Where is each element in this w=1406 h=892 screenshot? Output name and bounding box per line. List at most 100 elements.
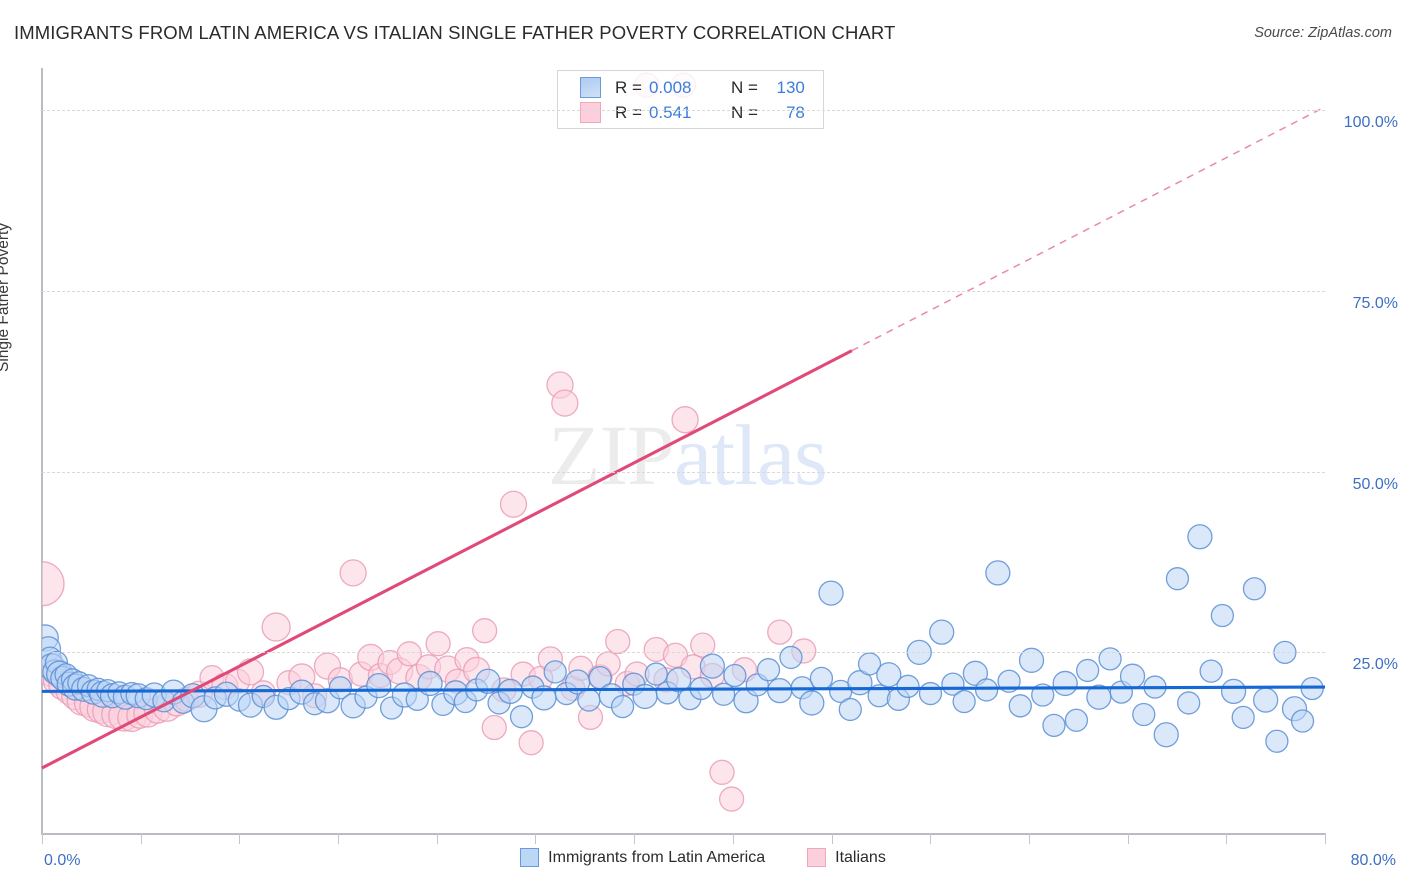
stats-r-value-pink: 0.541 bbox=[648, 102, 692, 122]
x-axis-tick bbox=[239, 833, 241, 844]
scatter-point bbox=[699, 653, 726, 679]
legend-swatch-immigrants bbox=[520, 848, 540, 867]
scatter-point bbox=[1132, 702, 1156, 727]
scatter-point bbox=[499, 490, 528, 518]
scatter-point bbox=[328, 676, 352, 700]
scatter-point bbox=[475, 668, 501, 694]
series-legend: Immigrants from Latin America Italians bbox=[0, 848, 1406, 867]
stats-row-blue: R = 0.008 N = 130 bbox=[558, 75, 823, 100]
scatter-point bbox=[577, 688, 601, 712]
scatter-point bbox=[666, 667, 692, 693]
scatter-point bbox=[1075, 658, 1100, 683]
scatter-point bbox=[644, 662, 668, 686]
scatter-point bbox=[1018, 647, 1045, 673]
scatter-point bbox=[1290, 709, 1315, 733]
scatter-point bbox=[918, 681, 943, 706]
stats-swatch-pink bbox=[580, 102, 601, 123]
y-axis-tick-label: 50.0% bbox=[1352, 475, 1398, 493]
scatter-point bbox=[366, 672, 392, 699]
stats-r-label-pink: R = bbox=[615, 102, 642, 122]
gridline bbox=[42, 471, 1325, 473]
stats-n-value-pink: 78 bbox=[785, 102, 805, 122]
scatter-point bbox=[985, 560, 1011, 586]
scatter-point bbox=[42, 561, 65, 607]
scatter-point bbox=[497, 678, 523, 705]
x-axis-tick bbox=[436, 833, 438, 844]
scatter-point bbox=[767, 678, 793, 704]
legend-label-italians: Italians bbox=[835, 848, 886, 866]
scatter-point bbox=[876, 662, 902, 688]
x-axis-line bbox=[41, 833, 1326, 835]
x-axis-tick bbox=[140, 833, 142, 844]
scatter-point bbox=[509, 705, 534, 729]
y-axis-tick-label: 100.0% bbox=[1343, 114, 1398, 132]
x-axis-tick bbox=[732, 833, 734, 844]
trend-line-dashed bbox=[851, 106, 1326, 352]
scatter-point bbox=[551, 389, 579, 417]
trend-line-solid bbox=[41, 685, 1326, 693]
x-axis-max-label: 80.0% bbox=[1350, 852, 1396, 869]
x-axis-tick bbox=[1325, 833, 1326, 844]
page-title: IMMIGRANTS FROM LATIN AMERICA VS ITALIAN… bbox=[14, 22, 896, 43]
source-label: Source: ZipAtlas.com bbox=[1254, 25, 1392, 41]
x-axis-tick bbox=[535, 833, 537, 844]
scatter-point bbox=[1199, 659, 1223, 683]
scatter-point bbox=[543, 660, 567, 684]
stats-r-label-blue: R = bbox=[615, 77, 642, 97]
legend-item-immigrants[interactable]: Immigrants from Latin America bbox=[520, 848, 765, 867]
scatter-point bbox=[1265, 729, 1289, 753]
scatter-point bbox=[1165, 567, 1190, 591]
stats-r-value-blue: 0.008 bbox=[648, 77, 692, 97]
scatter-point bbox=[405, 687, 429, 711]
legend-swatch-italians bbox=[807, 848, 827, 867]
legend-label-immigrants: Immigrants from Latin America bbox=[548, 848, 766, 866]
x-axis-tick bbox=[1028, 833, 1030, 844]
scatter-point bbox=[662, 642, 689, 668]
x-axis-min-label: 0.0% bbox=[44, 852, 81, 869]
scatter-points-group bbox=[42, 72, 1324, 812]
scatter-point bbox=[1220, 678, 1247, 705]
scatter-point bbox=[1253, 687, 1279, 713]
scatter-point bbox=[471, 618, 498, 644]
scatter-point bbox=[1210, 603, 1235, 628]
scatter-point bbox=[838, 697, 862, 722]
x-axis-tick bbox=[831, 833, 833, 844]
scatter-point bbox=[809, 666, 834, 691]
stats-n-label-blue: N = bbox=[730, 77, 758, 97]
scatter-point bbox=[1052, 670, 1078, 697]
scatter-point bbox=[425, 631, 451, 657]
y-axis-line bbox=[41, 68, 43, 834]
scatter-point bbox=[723, 663, 747, 688]
scatter-point bbox=[974, 678, 999, 702]
x-axis-tick bbox=[338, 833, 340, 844]
scatter-point bbox=[962, 660, 989, 686]
x-axis-tick bbox=[1226, 833, 1228, 844]
trend-lines-group bbox=[41, 106, 1326, 770]
scatter-point bbox=[417, 670, 443, 697]
x-axis-tick bbox=[42, 833, 43, 844]
scatter-point bbox=[396, 641, 422, 667]
x-axis-tick bbox=[930, 833, 932, 844]
scatter-point bbox=[1008, 694, 1032, 718]
scatter-point bbox=[1042, 713, 1066, 737]
scatter-point bbox=[1231, 705, 1255, 730]
scatter-point bbox=[896, 674, 920, 698]
gridline bbox=[42, 652, 1325, 654]
scatter-point bbox=[1119, 663, 1146, 689]
scatter-point bbox=[339, 559, 367, 587]
scatter-point bbox=[1098, 647, 1122, 671]
gridline bbox=[42, 110, 1325, 112]
stats-n-value-blue: 130 bbox=[776, 77, 805, 97]
trend-line-solid bbox=[41, 349, 853, 770]
scatter-point bbox=[952, 689, 976, 714]
scatter-point bbox=[671, 406, 699, 434]
stats-swatch-blue bbox=[580, 77, 601, 98]
legend-item-italians[interactable]: Italians bbox=[807, 848, 886, 867]
scatter-point bbox=[1177, 691, 1201, 715]
stats-n-label-pink: N = bbox=[730, 102, 758, 122]
y-axis-tick-label: 25.0% bbox=[1352, 656, 1398, 674]
scatter-point bbox=[1153, 722, 1179, 748]
gridline bbox=[42, 291, 1325, 293]
x-axis-tick bbox=[1127, 833, 1129, 844]
